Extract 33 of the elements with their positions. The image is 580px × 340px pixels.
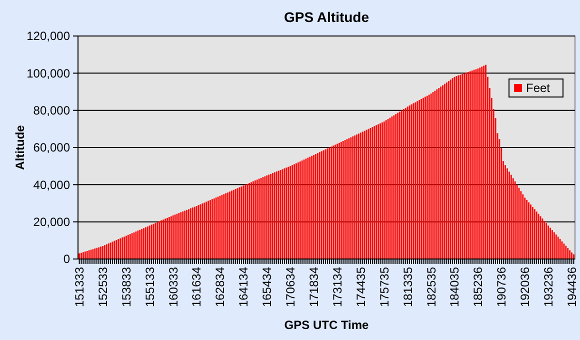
x-tick-label: 171834 [306, 266, 321, 308]
x-tick-label: 185236 [471, 266, 486, 308]
x-tick-label: 181335 [400, 266, 415, 308]
x-tick-label: 175735 [377, 266, 392, 308]
legend-label: Feet [526, 81, 551, 96]
x-axis-title: GPS UTC Time [284, 318, 370, 332]
y-axis-title: Altitude [13, 124, 27, 170]
x-tick-label: 165434 [260, 266, 274, 308]
y-tick-label: 120,000 [26, 29, 70, 44]
x-tick-label: 155133 [142, 266, 157, 308]
x-tick-label: 190736 [494, 266, 509, 308]
y-tick-label: 80,000 [33, 104, 70, 118]
chart-title: GPS Altitude [284, 9, 370, 25]
x-tick-label: 153833 [119, 266, 134, 308]
x-tick-label: 151333 [72, 266, 86, 308]
x-tick-label: 162834 [213, 266, 228, 308]
x-tick-label: 194436 [564, 266, 579, 308]
x-tick-label: 182535 [424, 266, 438, 308]
y-tick-label: 100,000 [26, 66, 70, 80]
y-tick-label: 0 [63, 252, 70, 266]
x-tick-label: 160333 [166, 266, 180, 308]
x-tick-label: 164134 [236, 266, 251, 308]
x-tick-label: 161634 [190, 266, 204, 308]
y-tick-label: 60,000 [33, 140, 70, 155]
x-tick-label: 174435 [354, 266, 368, 308]
y-tick-label: 40,000 [33, 178, 70, 192]
x-tick-label: 184035 [448, 266, 462, 308]
x-tick-label: 152533 [96, 266, 110, 308]
x-tick-label: 170634 [284, 266, 298, 308]
x-tick-label: 173134 [330, 266, 344, 308]
y-tick-label: 20,000 [33, 215, 70, 230]
x-tick-label: 193236 [542, 266, 556, 308]
x-tick-label: 192036 [518, 266, 532, 308]
